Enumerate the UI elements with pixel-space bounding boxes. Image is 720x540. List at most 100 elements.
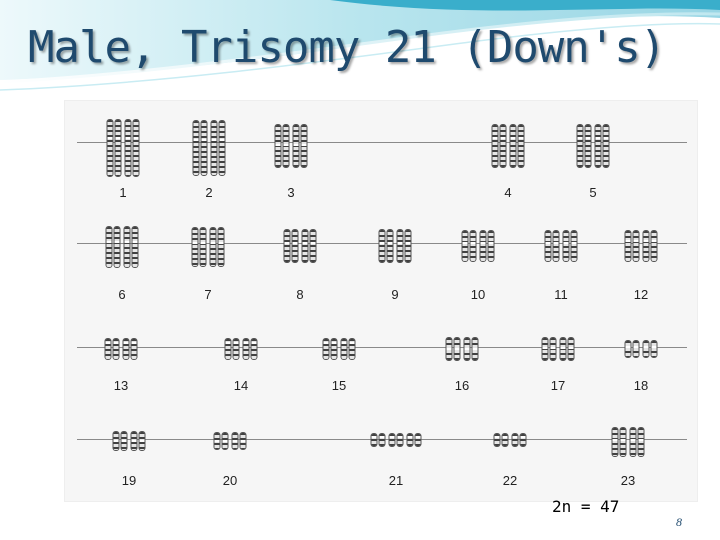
chromosome-copy bbox=[479, 230, 495, 263]
chromatid bbox=[132, 118, 140, 177]
chromatid bbox=[396, 433, 404, 448]
chromatid bbox=[378, 229, 386, 264]
chromosome-copy bbox=[463, 337, 479, 362]
chromosome-copy bbox=[544, 230, 560, 263]
chromatid bbox=[239, 431, 247, 450]
chromosome-copy bbox=[104, 338, 120, 361]
chromatid bbox=[232, 338, 240, 361]
chromatid bbox=[471, 337, 479, 362]
chromosome-copy bbox=[594, 124, 610, 169]
chromatid bbox=[584, 124, 592, 169]
chromatid bbox=[479, 230, 487, 263]
chromatid bbox=[491, 124, 499, 169]
chromatid bbox=[632, 339, 640, 358]
chromosome-copy bbox=[283, 229, 299, 264]
chromatid bbox=[642, 339, 650, 358]
chromatid bbox=[106, 118, 114, 177]
chromatid bbox=[453, 337, 461, 362]
chromatid bbox=[199, 227, 207, 267]
chromatid bbox=[594, 124, 602, 169]
chromatid bbox=[562, 230, 570, 263]
chromosome-19 bbox=[112, 431, 146, 451]
chromosome-copy bbox=[388, 433, 404, 448]
slide-number: 8 bbox=[676, 515, 682, 529]
chromatid bbox=[386, 229, 394, 264]
chromatid bbox=[210, 119, 218, 176]
chromosome-label: 10 bbox=[470, 287, 486, 302]
chromosome-copy bbox=[370, 433, 386, 448]
chromatid bbox=[283, 229, 291, 264]
chromatid bbox=[105, 226, 113, 269]
chromatid bbox=[340, 338, 348, 361]
slide-title: Male, Trisomy 21 (Down's) bbox=[28, 22, 666, 73]
chromosome-label: 12 bbox=[633, 287, 649, 302]
chromatid bbox=[130, 431, 138, 451]
chromosome-count: 2n = 47 bbox=[552, 497, 620, 516]
chromosome-label: 16 bbox=[454, 378, 470, 393]
chromatid bbox=[131, 226, 139, 269]
chromatid bbox=[519, 433, 527, 448]
chromosome-11 bbox=[544, 230, 578, 263]
chromatid bbox=[112, 338, 120, 361]
chromosome-label: 4 bbox=[504, 185, 512, 200]
chromatid bbox=[112, 431, 120, 451]
chromatid bbox=[122, 338, 130, 361]
chromatid bbox=[559, 337, 567, 362]
chromatid bbox=[487, 230, 495, 263]
chromatid bbox=[650, 339, 658, 358]
chromatid bbox=[242, 338, 250, 361]
chromosome-8 bbox=[283, 229, 317, 264]
chromatid bbox=[138, 431, 146, 451]
chromosome-1 bbox=[106, 118, 140, 177]
chromosome-label: 7 bbox=[204, 287, 212, 302]
chromosome-copy bbox=[576, 124, 592, 169]
chromosome-copy bbox=[322, 338, 338, 361]
chromatid bbox=[611, 427, 619, 457]
chromatid bbox=[104, 338, 112, 361]
chromatid bbox=[544, 230, 552, 263]
chromosome-label: 15 bbox=[331, 378, 347, 393]
chromatid bbox=[396, 229, 404, 264]
chromatid bbox=[123, 226, 131, 269]
chromosome-23 bbox=[611, 427, 645, 457]
chromatid bbox=[414, 433, 422, 448]
chromosome-copy bbox=[562, 230, 578, 263]
chromosome-7 bbox=[191, 227, 225, 267]
chromosome-copy bbox=[124, 118, 140, 177]
chromatid bbox=[274, 124, 282, 169]
chromosome-copy bbox=[406, 433, 422, 448]
chromosome-label: 6 bbox=[118, 287, 126, 302]
chromosome-22 bbox=[493, 433, 527, 448]
chromosome-copy bbox=[340, 338, 356, 361]
chromosome-12 bbox=[624, 230, 658, 263]
chromosome-label: 3 bbox=[287, 185, 295, 200]
chromatid bbox=[130, 338, 138, 361]
chromatid bbox=[404, 229, 412, 264]
chromatid bbox=[209, 227, 217, 267]
chromosome-copy bbox=[493, 433, 509, 448]
chromosome-copy bbox=[642, 339, 658, 358]
karyotype-row-line bbox=[77, 142, 687, 143]
chromosome-label: 5 bbox=[589, 185, 597, 200]
chromatid bbox=[624, 339, 632, 358]
chromatid bbox=[378, 433, 386, 448]
karyotype-image: 1 2 3 4 5 6 7 8 9 10 11 12 13 14 15 16 17 18 19 20 21 22 23 bbox=[64, 100, 698, 502]
chromosome-copy bbox=[105, 226, 121, 269]
chromatid bbox=[113, 226, 121, 269]
chromatid bbox=[570, 230, 578, 263]
chromosome-label: 21 bbox=[388, 473, 404, 488]
chromatid bbox=[192, 119, 200, 176]
chromatid bbox=[322, 338, 330, 361]
chromosome-copy bbox=[629, 427, 645, 457]
chromatid bbox=[124, 118, 132, 177]
chromosome-label: 13 bbox=[113, 378, 129, 393]
chromatid bbox=[619, 427, 627, 457]
chromosome-label: 14 bbox=[233, 378, 249, 393]
chromatid bbox=[221, 431, 229, 450]
chromosome-copy bbox=[624, 230, 640, 263]
chromosome-label: 17 bbox=[550, 378, 566, 393]
chromosome-17 bbox=[541, 337, 575, 362]
chromatid bbox=[213, 431, 221, 450]
chromosome-copy bbox=[106, 118, 122, 177]
chromatid bbox=[291, 229, 299, 264]
